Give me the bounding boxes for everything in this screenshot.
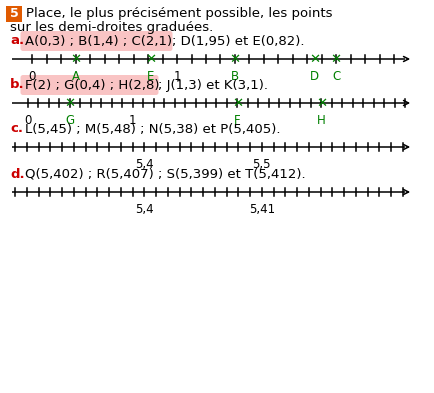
Text: ✕: ✕: [330, 53, 341, 66]
Text: ✕: ✕: [229, 53, 240, 66]
Text: A(0,3) ; B(1,4) ; C(2,1): A(0,3) ; B(1,4) ; C(2,1): [25, 35, 172, 48]
Text: G: G: [65, 114, 74, 127]
Text: A: A: [72, 70, 79, 83]
Text: c.: c.: [10, 123, 23, 136]
Text: 0: 0: [29, 70, 36, 83]
Text: d.: d.: [10, 167, 25, 180]
Text: F(2) ; G(0,4) ; H(2,8): F(2) ; G(0,4) ; H(2,8): [25, 79, 159, 92]
Text: L(5,45) ; M(5,48) ; N(5,38) et P(5,405).: L(5,45) ; M(5,48) ; N(5,38) et P(5,405).: [25, 123, 280, 136]
Text: 5: 5: [10, 7, 19, 20]
Text: ✕: ✕: [231, 97, 243, 110]
Text: B: B: [230, 70, 238, 83]
Text: a.: a.: [10, 35, 24, 48]
Text: 5,4: 5,4: [135, 203, 153, 216]
Text: sur les demi-droites graduées.: sur les demi-droites graduées.: [10, 22, 213, 35]
Text: 0: 0: [24, 114, 31, 127]
Text: 5,5: 5,5: [252, 158, 270, 171]
Text: Q(5,402) ; R(5,407) ; S(5,399) et T(5,412).: Q(5,402) ; R(5,407) ; S(5,399) et T(5,41…: [25, 167, 305, 180]
Text: E: E: [147, 70, 155, 83]
Text: ; D(1,95) et E(0,82).: ; D(1,95) et E(0,82).: [171, 35, 304, 48]
Text: b.: b.: [10, 79, 25, 92]
Text: ✕: ✕: [145, 53, 156, 66]
FancyBboxPatch shape: [20, 75, 158, 95]
Text: 1: 1: [128, 114, 136, 127]
Text: ✕: ✕: [315, 97, 326, 110]
Text: ; J(1,3) et K(3,1).: ; J(1,3) et K(3,1).: [158, 79, 267, 92]
Text: 5,4: 5,4: [135, 158, 153, 171]
FancyBboxPatch shape: [7, 6, 23, 22]
Text: Place, le plus précisément possible, les points: Place, le plus précisément possible, les…: [26, 7, 332, 20]
Text: ✕: ✕: [64, 97, 75, 110]
FancyBboxPatch shape: [20, 31, 172, 51]
Text: ✕: ✕: [308, 53, 319, 66]
Text: D: D: [309, 70, 319, 83]
Text: H: H: [316, 114, 325, 127]
Text: ✕: ✕: [70, 53, 81, 66]
Text: 5,41: 5,41: [248, 203, 274, 216]
Text: C: C: [331, 70, 339, 83]
Text: F: F: [233, 114, 240, 127]
Text: 1: 1: [173, 70, 181, 83]
